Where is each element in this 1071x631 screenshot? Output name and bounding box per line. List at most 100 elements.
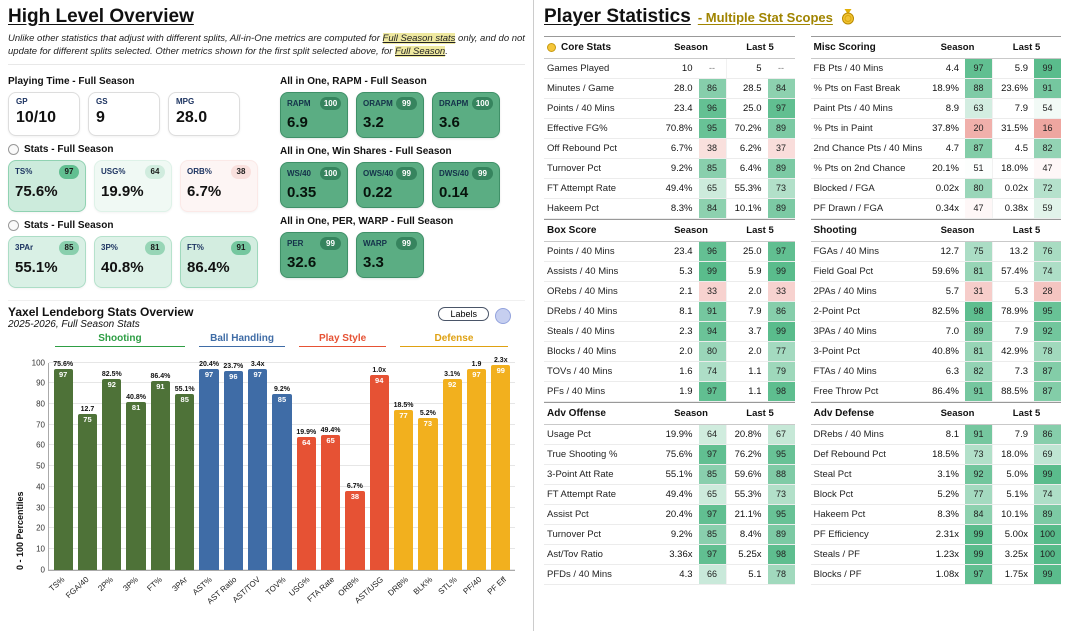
table-row: Games Played 10 -- 5 -- <box>544 59 795 79</box>
season-percentile: 87 <box>965 139 992 158</box>
season-percentile: 99 <box>965 545 992 564</box>
table-row: 3-Point Att Rate 55.1% 85 59.6% 88 <box>544 465 795 485</box>
season-percentile: 77 <box>965 485 992 504</box>
toggle-circle-icon[interactable] <box>8 219 19 231</box>
last5-percentile: 16 <box>1034 119 1061 138</box>
last5-value: 1.75x <box>992 565 1034 584</box>
last5-value: 28.5 <box>725 79 768 98</box>
stat-label: USG% <box>101 167 126 177</box>
chart-group-headers: Shooting Ball Handling Play Style Defense <box>48 333 515 347</box>
table-row: Points / 40 Mins 23.4 96 25.0 97 <box>544 242 795 262</box>
table-row: Paint Pts / 40 Mins 8.9 63 7.9 54 <box>810 99 1061 119</box>
season-value: 8.9 <box>945 103 959 114</box>
last5-percentile: 100 <box>1034 545 1061 564</box>
bar-slot: 81 40.8% <box>126 363 147 570</box>
season-percentile: 84 <box>698 199 726 218</box>
last5-percentile: 95 <box>767 505 795 524</box>
last5-percentile: 97 <box>767 99 795 118</box>
last5-percentile: 54 <box>1034 99 1061 118</box>
stat-label: RAPM <box>287 98 311 108</box>
chart-title: Yaxel Lendeborg Stats Overview <box>8 304 194 319</box>
table-row: Blocks / 40 Mins 2.0 80 2.0 77 <box>544 342 795 362</box>
column-header-last5: Last 5 <box>1012 408 1041 419</box>
bar: 85 55.1% <box>175 386 195 570</box>
season-value: 6.7% <box>670 143 693 154</box>
last5-value: 7.9 <box>992 322 1034 341</box>
description: Unlike other statistics that adjust with… <box>8 32 525 65</box>
row-label: Points / 40 Mins <box>547 103 615 114</box>
last5-percentile: 99 <box>1034 465 1061 484</box>
stat-value: 28.0 <box>176 108 208 126</box>
bar-percentile-label: 97 <box>253 369 262 379</box>
last5-value: 88.5% <box>992 382 1034 401</box>
season-value: 5.3 <box>679 266 693 277</box>
last5-percentile: 74 <box>1034 262 1061 281</box>
row-label: FTAs / 40 Mins <box>813 366 877 377</box>
row-label: Usage Pct <box>547 429 591 440</box>
stats-table: Adv Defense Season Last 5 DRebs / 40 Mins 8.… <box>810 402 1061 585</box>
last5-value: 5.3 <box>992 282 1034 301</box>
x-axis-label: 2P% <box>96 574 116 593</box>
bar: 85 9.2% <box>272 386 292 570</box>
column-header-last5: Last 5 <box>1012 225 1041 236</box>
bar-value-label: 3.4x <box>250 360 265 368</box>
last5-value: 5.25x <box>725 545 768 564</box>
stat-value: 75.6% <box>15 182 58 200</box>
season-percentile: 31 <box>965 282 992 301</box>
stat-tables-grid: Core Stats Season Last 5 Games Played 10 -- 5-… <box>544 36 1061 585</box>
season-value: 23.4 <box>674 103 693 114</box>
last5-value: 5.1 <box>725 565 768 584</box>
season-percentile: 97 <box>965 565 992 584</box>
stat-label: 3PAr <box>15 243 34 253</box>
season-value: 55.1% <box>665 469 693 480</box>
table-row: Hakeem Pct 8.3% 84 10.1% 89 <box>810 505 1061 525</box>
stat-value: 0.35 <box>287 183 317 201</box>
playing-time-card: GS 9 <box>88 91 160 136</box>
table-row: 3PAs / 40 Mins 7.0 89 7.9 92 <box>810 322 1061 342</box>
player-statistics-title: Player Statistics <box>544 6 691 27</box>
table-name: Adv Offense <box>544 403 657 424</box>
bar-slot: 97 1.9 <box>466 361 487 570</box>
bar-value-label: 40.8% <box>126 393 147 401</box>
x-axis-label: TOV% <box>263 574 288 597</box>
last5-value: 5.00x <box>992 525 1034 544</box>
percentile-badge: 100 <box>320 96 341 110</box>
last5-percentile: 67 <box>767 425 795 444</box>
last5-percentile: 95 <box>767 445 795 464</box>
last5-percentile: 89 <box>767 199 795 218</box>
last5-percentile: 78 <box>767 565 795 584</box>
season-percentile: 98 <box>965 302 992 321</box>
season-percentile: 97 <box>965 59 992 78</box>
bar-percentile-label: 65 <box>326 436 335 446</box>
season-percentile: 95 <box>698 119 726 138</box>
aio-cards-row: WS/40 100 0.35 OWS/40 99 0.22 DWS/40 99 0.14 <box>280 161 525 208</box>
last5-percentile: 97 <box>767 242 795 261</box>
labels-toggle-button[interactable]: Labels <box>438 306 489 321</box>
aio-group-label: All in One, RAPM - Full Season <box>280 75 427 87</box>
stat-value: 0.14 <box>439 183 469 201</box>
table-row: 2nd Chance Pts / 40 Mins 4.7 87 4.5 82 <box>810 139 1061 159</box>
table-header-row: Adv Defense Season Last 5 <box>810 402 1061 425</box>
season-percentile: 88 <box>965 79 992 98</box>
table-row: Block Pct 5.2% 77 5.1% 74 <box>810 485 1061 505</box>
last5-value: 5 <box>725 59 768 78</box>
season-value: 75.6% <box>665 449 693 460</box>
last5-value: 6.4% <box>725 159 768 178</box>
description-text: Unlike other statistics that adjust with… <box>8 33 383 44</box>
toggle-circle-icon[interactable] <box>8 143 19 155</box>
last5-percentile: 99 <box>1034 565 1061 584</box>
bar-value-label: 20.4% <box>199 360 219 368</box>
bar: 92 3.1% <box>442 371 462 570</box>
bar: 97 1.9 <box>466 361 487 570</box>
table-row: Field Goal Pct 59.6% 81 57.4% 74 <box>810 262 1061 282</box>
season-percentile: 80 <box>698 342 726 361</box>
row-label: TOVs / 40 Mins <box>547 366 613 377</box>
bar: 97 3.4x <box>248 361 268 570</box>
season-value: 1.23x <box>935 549 959 560</box>
row-label: Hakeem Pct <box>547 203 599 214</box>
row-label: % Pts on Fast Break <box>813 83 901 94</box>
chart-plot-area: 0 - 100 Percentiles 0 10 20 30 40 50 60 70 80 90 1… <box>15 357 515 606</box>
chart-options-toggle-icon[interactable] <box>495 307 511 324</box>
last5-percentile: 77 <box>767 342 795 361</box>
description-text: . <box>445 46 448 58</box>
